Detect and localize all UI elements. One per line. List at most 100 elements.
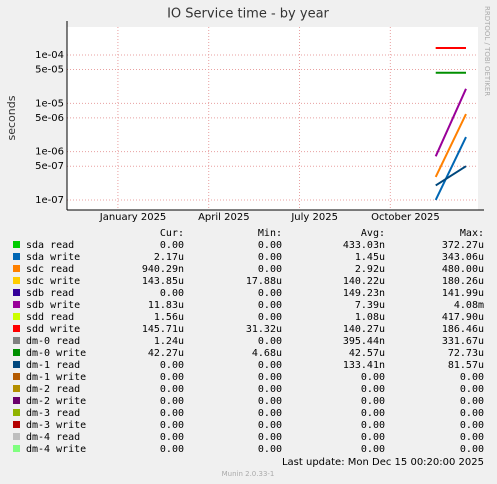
side-text: RRDTOOL / TOBI OETIKER	[483, 6, 491, 96]
legend-value: 4.08m	[454, 300, 484, 311]
legend-value: 0.00	[361, 444, 385, 455]
legend-value: 0.00	[258, 432, 282, 443]
legend-value: 0.00	[361, 372, 385, 383]
legend-value: 0.00	[460, 420, 484, 431]
legend-value: 0.00	[160, 240, 184, 251]
footer: Munin 2.0.33-1	[222, 470, 275, 478]
legend-value: 141.99u	[442, 288, 484, 299]
legend-value: 0.00	[258, 288, 282, 299]
legend-swatch	[13, 301, 20, 308]
legend-swatch	[13, 289, 20, 296]
legend-value: 0.00	[258, 408, 282, 419]
series-line	[434, 136, 467, 201]
legend-value: 0.00	[460, 432, 484, 443]
legend-value: 1.08u	[355, 312, 385, 323]
legend-value: 940.29n	[142, 264, 184, 275]
legend-swatch	[13, 277, 20, 284]
legend-value: 0.00	[460, 444, 484, 455]
legend-value: 0.00	[258, 420, 282, 431]
legend-label: sda read	[26, 240, 74, 251]
series-line	[435, 165, 467, 187]
y-axis-label: seconds	[5, 95, 18, 140]
x-tick-label: October 2025	[371, 212, 440, 223]
y-tick-label: 5e-05	[35, 65, 64, 76]
legend-value: 0.00	[460, 372, 484, 383]
legend-value: 0.00	[258, 312, 282, 323]
legend-value: 2.17u	[154, 252, 184, 263]
legend-swatch	[13, 265, 20, 272]
legend-value: 417.90u	[442, 312, 484, 323]
legend-label: dm-1 read	[26, 360, 80, 371]
legend-value: 0.00	[361, 384, 385, 395]
legend-value: 0.00	[361, 396, 385, 407]
legend-swatch	[13, 349, 20, 356]
chart-title: IO Service time - by year	[167, 7, 329, 22]
legend-swatch	[13, 337, 20, 344]
legend-value: 0.00	[258, 360, 282, 371]
y-tick-label: 1e-06	[35, 147, 64, 158]
legend-label: sdd read	[26, 312, 74, 323]
legend-value: 0.00	[361, 420, 385, 431]
legend-value: 180.26u	[442, 276, 484, 287]
legend-label: sdd write	[26, 324, 80, 335]
legend-swatch	[13, 409, 20, 416]
legend-label: sdc read	[26, 264, 74, 275]
legend-value: 0.00	[258, 252, 282, 263]
legend-value: 0.00	[160, 444, 184, 455]
legend-value: 0.00	[258, 240, 282, 251]
legend-label: dm-1 write	[26, 372, 86, 383]
series-line	[434, 113, 467, 178]
legend-label: dm-4 write	[26, 444, 86, 455]
legend-value: 0.00	[460, 396, 484, 407]
legend-value: 0.00	[460, 384, 484, 395]
legend-value: 480.00u	[442, 264, 484, 275]
legend-header: Cur:	[160, 228, 184, 239]
x-tick-label: January 2025	[99, 212, 167, 223]
legend-swatch	[13, 253, 20, 260]
series-line	[434, 88, 467, 157]
legend-value: 31.32u	[246, 324, 282, 335]
legend-label: dm-0 write	[26, 348, 86, 359]
legend-value: 0.00	[160, 372, 184, 383]
legend-value: 0.00	[258, 300, 282, 311]
legend-value: 1.56u	[154, 312, 184, 323]
legend-value: 145.71u	[142, 324, 184, 335]
legend-value: 81.57u	[448, 360, 484, 371]
legend-label: dm-4 read	[26, 432, 80, 443]
legend-value: 0.00	[258, 336, 282, 347]
legend-swatch	[13, 445, 20, 452]
legend-value: 140.22u	[343, 276, 385, 287]
legend-value: 133.41n	[343, 360, 385, 371]
y-tick-label: 1e-07	[35, 195, 64, 206]
x-tick-label: April 2025	[198, 212, 249, 223]
legend-swatch	[13, 421, 20, 428]
legend-value: 0.00	[160, 432, 184, 443]
legend-value: 0.00	[460, 408, 484, 419]
legend-value: 0.00	[160, 396, 184, 407]
y-tick-label: 1e-04	[35, 50, 64, 61]
legend-value: 42.57u	[349, 348, 385, 359]
legend-swatch	[13, 433, 20, 440]
y-tick-label: 1e-05	[35, 98, 64, 109]
legend-label: dm-2 read	[26, 384, 80, 395]
legend-swatch	[13, 325, 20, 332]
legend-value: 0.00	[160, 288, 184, 299]
legend-swatch	[13, 361, 20, 368]
legend-value: 17.88u	[246, 276, 282, 287]
legend-value: 72.73u	[448, 348, 484, 359]
legend-label: sdc write	[26, 276, 80, 287]
y-tick-label: 5e-06	[35, 113, 64, 124]
legend-swatch	[13, 397, 20, 404]
legend-value: 0.00	[258, 384, 282, 395]
legend-value: 0.00	[258, 444, 282, 455]
legend-value: 433.03n	[343, 240, 385, 251]
legend-value: 0.00	[258, 264, 282, 275]
legend-value: 4.68u	[252, 348, 282, 359]
legend-swatch	[13, 373, 20, 380]
legend-value: 42.27u	[148, 348, 184, 359]
legend-label: dm-2 write	[26, 396, 86, 407]
legend-value: 0.00	[258, 396, 282, 407]
legend-value: 0.00	[361, 408, 385, 419]
legend-value: 331.67u	[442, 336, 484, 347]
